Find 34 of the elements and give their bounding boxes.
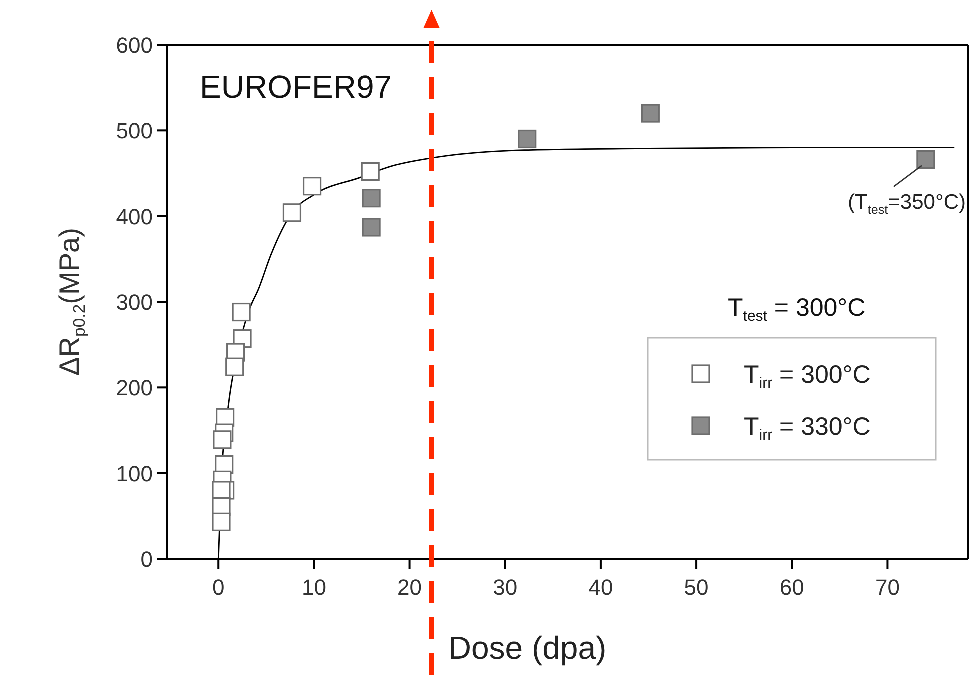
x-tick-label: 30 — [493, 575, 518, 600]
y-tick-label: 0 — [140, 547, 153, 572]
y-tick-label: 500 — [116, 118, 153, 144]
point — [212, 512, 231, 532]
point — [212, 481, 231, 500]
y-tick-label: 400 — [116, 204, 153, 230]
point — [518, 130, 537, 149]
point — [641, 104, 660, 123]
x-tick-label: 20 — [398, 575, 422, 600]
point — [282, 204, 302, 222]
annotation: EUROFER97 — [200, 69, 392, 105]
x-axis-title: Dose (dpa) — [448, 630, 607, 666]
x-tick-label: 40 — [588, 575, 614, 600]
point — [232, 302, 251, 322]
point — [213, 430, 232, 450]
y-tick-label: 300 — [116, 290, 153, 315]
annotation: (T$_{test}$=350°C) — [848, 190, 966, 216]
y-tick-label: 100 — [116, 461, 153, 486]
y-tick-label: 600 — [116, 33, 153, 58]
point — [916, 150, 936, 170]
x-tick-label: 0 — [212, 575, 225, 600]
annotation: T$_{test}$ = 300°C — [728, 294, 866, 326]
x-tick-label: 70 — [875, 575, 900, 600]
point — [362, 218, 381, 237]
x-tick-label: 10 — [302, 575, 326, 600]
point — [361, 162, 380, 182]
legend-label: T$_{irr}$ = 300°C — [744, 361, 871, 392]
x-tick-label: 60 — [780, 575, 804, 600]
legend-label: T$_{irr}$ = 330°C — [744, 413, 871, 444]
x-tick-label: 50 — [684, 575, 709, 600]
point — [362, 189, 381, 208]
point — [226, 358, 244, 376]
y-tick-label: 200 — [116, 376, 153, 401]
point — [302, 177, 322, 196]
